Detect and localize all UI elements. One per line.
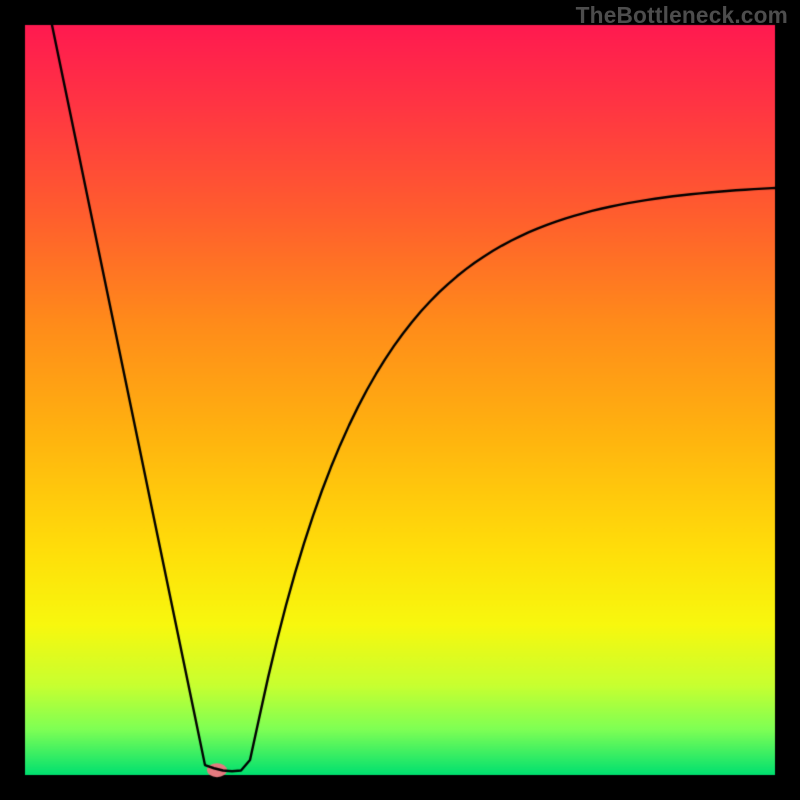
stage: TheBottleneck.com <box>0 0 800 800</box>
chart-canvas <box>0 0 800 800</box>
watermark-text: TheBottleneck.com <box>576 2 788 29</box>
